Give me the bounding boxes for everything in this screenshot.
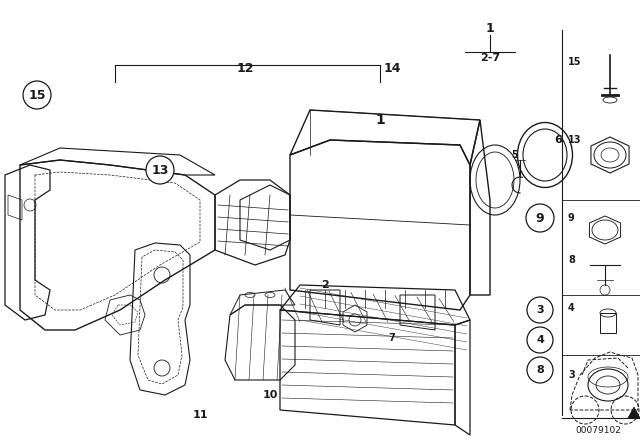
Text: 2-7: 2-7 — [480, 53, 500, 63]
Text: 4: 4 — [536, 335, 544, 345]
Polygon shape — [628, 407, 640, 418]
Text: 3: 3 — [568, 370, 575, 380]
Circle shape — [527, 327, 553, 353]
Text: 13: 13 — [568, 135, 582, 145]
Text: 15: 15 — [568, 57, 582, 67]
Text: 5: 5 — [511, 150, 518, 160]
Text: 1: 1 — [486, 22, 494, 34]
Text: 8: 8 — [568, 255, 575, 265]
Text: 15: 15 — [28, 89, 45, 102]
Text: 4: 4 — [568, 303, 575, 313]
Text: 13: 13 — [151, 164, 169, 177]
Text: 7: 7 — [388, 333, 396, 343]
Text: 14: 14 — [383, 61, 401, 74]
Text: 8: 8 — [536, 365, 544, 375]
Circle shape — [146, 156, 174, 184]
Text: 11: 11 — [192, 410, 208, 420]
Circle shape — [23, 81, 51, 109]
Text: 9: 9 — [536, 211, 544, 224]
Circle shape — [527, 297, 553, 323]
Text: 00079102: 00079102 — [575, 426, 621, 435]
Text: 9: 9 — [568, 213, 575, 223]
Text: 1: 1 — [375, 113, 385, 127]
Text: 6: 6 — [554, 135, 562, 145]
Text: 3: 3 — [536, 305, 544, 315]
Text: 2: 2 — [321, 280, 329, 290]
Circle shape — [526, 204, 554, 232]
Circle shape — [527, 357, 553, 383]
Text: 10: 10 — [262, 390, 278, 400]
Text: 12: 12 — [236, 61, 253, 74]
